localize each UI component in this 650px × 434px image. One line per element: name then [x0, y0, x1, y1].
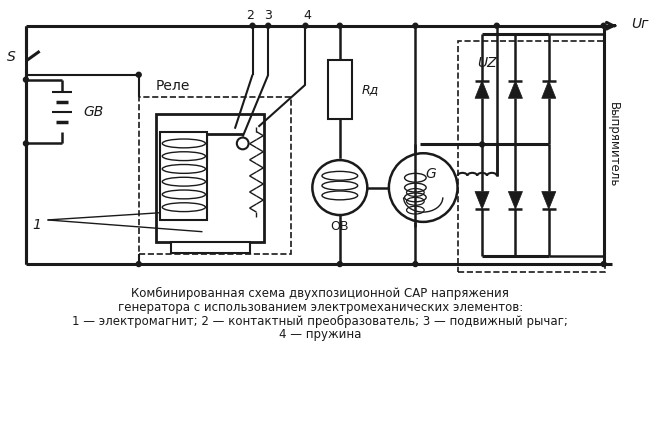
Circle shape: [136, 72, 141, 77]
Text: Rд: Rд: [361, 83, 379, 96]
Circle shape: [136, 262, 141, 266]
Polygon shape: [508, 191, 523, 209]
Text: 1 — электромагнит; 2 — контактный преобразователь; 3 — подвижный рычаг;: 1 — электромагнит; 2 — контактный преобр…: [72, 315, 568, 328]
Bar: [157, 114, 265, 242]
Circle shape: [303, 23, 308, 28]
Text: 4 — пружина: 4 — пружина: [279, 328, 361, 341]
Text: Выпрямитель: Выпрямитель: [607, 102, 620, 187]
Bar: [161, 132, 207, 220]
Circle shape: [413, 23, 418, 28]
Bar: [328, 60, 352, 119]
Circle shape: [266, 23, 270, 28]
Bar: [171, 242, 250, 253]
Circle shape: [23, 141, 29, 146]
Polygon shape: [475, 81, 489, 99]
Text: G: G: [426, 167, 436, 181]
Text: UZ: UZ: [477, 56, 497, 70]
Circle shape: [250, 23, 255, 28]
Circle shape: [23, 77, 29, 82]
Bar: [458, 41, 604, 272]
Polygon shape: [475, 191, 489, 209]
Text: Uг: Uг: [631, 17, 649, 31]
Text: 3: 3: [265, 10, 272, 23]
Text: 2: 2: [246, 10, 255, 23]
Polygon shape: [541, 191, 556, 209]
Circle shape: [337, 23, 343, 28]
Circle shape: [237, 138, 248, 149]
Circle shape: [601, 262, 606, 266]
Text: S: S: [7, 50, 16, 64]
Text: ОВ: ОВ: [331, 220, 349, 233]
Circle shape: [313, 160, 367, 215]
Circle shape: [413, 262, 418, 266]
Circle shape: [601, 23, 606, 28]
Text: GB: GB: [84, 105, 104, 119]
Text: 1: 1: [32, 218, 42, 232]
Circle shape: [495, 23, 499, 28]
Circle shape: [389, 153, 458, 222]
Text: 4: 4: [304, 10, 311, 23]
Circle shape: [337, 262, 343, 266]
Text: генератора с использованием электромеханических элементов:: генератора с использованием электромехан…: [118, 301, 523, 314]
Polygon shape: [508, 81, 523, 99]
Polygon shape: [541, 81, 556, 99]
Circle shape: [480, 142, 484, 147]
Bar: [138, 97, 291, 254]
Text: Реле: Реле: [156, 79, 190, 92]
Text: Комбинированная схема двухпозиционной САР напряжения: Комбинированная схема двухпозиционной СА…: [131, 287, 509, 300]
